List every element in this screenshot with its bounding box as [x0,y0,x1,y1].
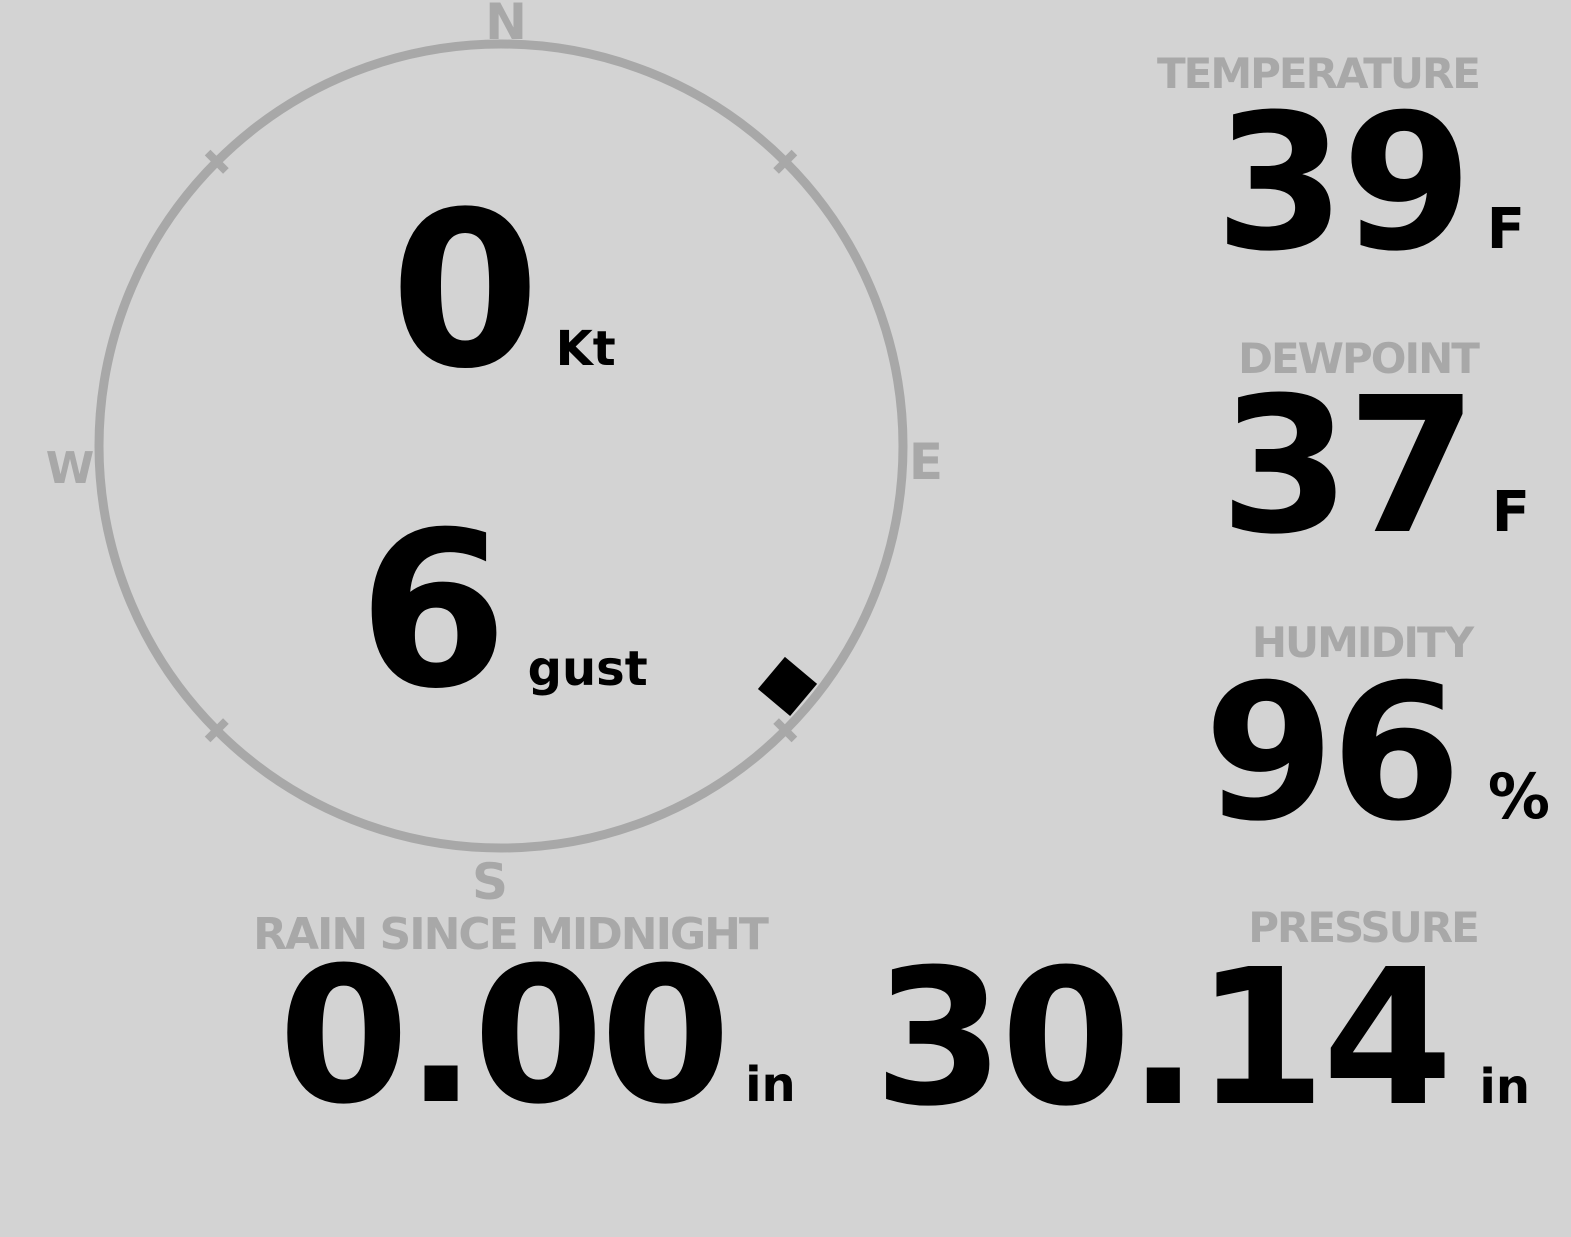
pressure-label: PRESSURE [1248,903,1480,952]
wind-direction-marker [757,656,818,716]
compass-tick-se [773,718,798,743]
compass-label-east: E [908,433,944,491]
temperature-unit: F [1486,197,1525,262]
humidity-label: HUMIDITY [1251,618,1474,667]
wind-speed-unit: Kt [555,321,616,377]
rain-value: 0.00 [278,927,731,1146]
humidity-reading: 96 % [1204,660,1550,848]
temperature-label: TEMPERATURE [1157,49,1481,98]
wind-compass-dial [94,39,908,853]
dewpoint-value: 37 [1219,357,1478,576]
temperature-value: 39 [1214,74,1473,293]
temperature-reading: 39 F [1215,90,1525,278]
dewpoint-unit: F [1491,480,1530,545]
dewpoint-label: DEWPOINT [1238,334,1480,383]
compass-label-south: S [471,853,509,911]
rain-reading: 0.00 in [278,943,795,1131]
wind-speed-value: 0 [390,165,540,416]
wind-speed-reading: 0 Kt [390,183,615,398]
compass-tick-sw [204,718,229,743]
pressure-reading: 30.14 in [874,945,1531,1133]
wind-gust-value: 6 [358,485,508,736]
compass-tick-nw [204,149,229,174]
compass-label-north: N [485,0,527,51]
wind-gust-reading: 6 gust [358,503,647,718]
compass-label-west: W [45,443,95,494]
compass-tick-ne [773,149,798,174]
wind-gust-unit: gust [527,641,648,697]
rain-label: RAIN SINCE MIDNIGHT [253,909,769,960]
compass-circle [94,39,908,853]
pressure-unit: in [1479,1059,1530,1115]
humidity-value: 96 [1203,644,1462,863]
rain-unit: in [745,1057,796,1113]
humidity-unit: % [1487,760,1550,833]
dewpoint-reading: 37 F [1220,373,1530,561]
pressure-value: 30.14 [873,929,1454,1148]
